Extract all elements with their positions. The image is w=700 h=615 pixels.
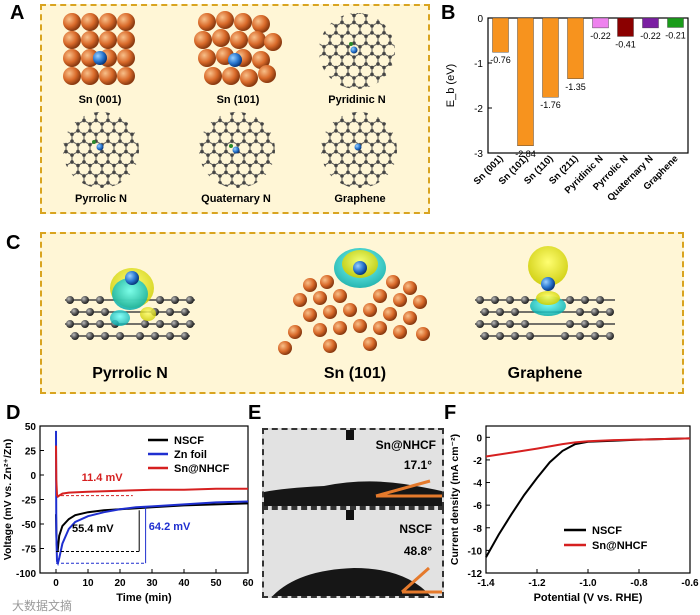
- panel-label-d: D: [6, 402, 21, 424]
- chart-b-bar-6: [642, 17, 659, 29]
- chart-f-ytick-label-5: -10: [468, 546, 483, 557]
- chart-d-xtick-label-0: 0: [53, 578, 59, 589]
- caption-quaternary-n: Quaternary N: [201, 193, 271, 205]
- chart-f-xtick-label-1: -1.2: [528, 578, 546, 589]
- chart-b-ytick-label-0: 0: [477, 14, 483, 25]
- chart-f-legend-label-1: Sn@NHCF: [592, 540, 648, 552]
- chart-d-xtick-label-5: 50: [210, 578, 222, 589]
- chart-b-bar-3: [567, 17, 584, 79]
- chart-d-voltage-time: 0 10 20 30 40 50 60 50 25 0 -25 -50 -75 -100 Time (min…: [2, 422, 254, 604]
- chart-f-xtick-label-4: -0.6: [681, 578, 699, 589]
- chart-d-annotation-2: 64.2 mV: [149, 521, 191, 533]
- chart-f-ylabel: Current density (mA cm⁻²): [449, 434, 461, 565]
- caption-sn101: Sn (101): [216, 94, 260, 106]
- structure-sn101: [194, 11, 282, 87]
- structure-c-graphene: [475, 246, 615, 340]
- structure-graphene: [321, 112, 397, 188]
- chart-b-bar-4: [592, 17, 609, 29]
- chart-d-series-sn-nhcf: [55, 445, 248, 499]
- chart-b-binding-energy: 0 -1 -2 -3 E_b (eV) -0.76 -2.84 -1.76 -1.35 -0.22…: [445, 14, 689, 204]
- chart-b-value-label-1: -2.84: [515, 149, 536, 159]
- structure-pyrrolic-n: [63, 112, 139, 188]
- panel-label-c: C: [6, 232, 21, 254]
- chart-d-xlabel: Time (min): [116, 592, 172, 604]
- chart-b-ytick-label-2: -2: [474, 104, 483, 115]
- chart-d-annotation-0: 11.4 mV: [82, 472, 124, 484]
- chart-d-ytick-label-5: -75: [22, 545, 37, 556]
- caption-graphene: Graphene: [334, 193, 386, 205]
- chart-b-value-label-6: -0.22: [640, 31, 661, 41]
- chart-d-ytick-label-0: 50: [25, 422, 37, 433]
- chart-f-series-sn-nhcf: [485, 437, 691, 458]
- chart-f-xlabel: Potential (V vs. RHE): [534, 592, 643, 604]
- chart-d-ytick-label-2: 0: [30, 471, 36, 482]
- chart-b-frame: [487, 17, 689, 154]
- chart-b-value-label-7: -0.21: [665, 30, 686, 40]
- chart-b-bar-2: [542, 17, 559, 98]
- nscf-image-label: NSCF: [399, 522, 432, 536]
- structure-c-sn101: [278, 248, 430, 355]
- chart-d-legend-label-1: Zn foil: [174, 449, 207, 461]
- chart-b-value-label-5: -0.41: [615, 39, 636, 49]
- panel-label-a: A: [10, 2, 25, 24]
- caption-sn001: Sn (001): [78, 94, 122, 106]
- chart-b-ylabel: E_b (eV): [445, 64, 457, 107]
- chart-b-bar-7: [667, 17, 684, 28]
- chart-f-legend-label-0: NSCF: [592, 525, 622, 537]
- chart-b-value-label-3: -1.35: [565, 82, 586, 92]
- chart-b-value-label-4: -0.22: [590, 31, 611, 41]
- structure-quaternary-n: [199, 112, 275, 188]
- chart-d-xtick-label-6: 60: [242, 578, 254, 589]
- contact-angle-image-nscf: NSCF 48.8°: [262, 508, 444, 598]
- sn-nhcf-contact-angle: 17.1°: [403, 458, 432, 472]
- chart-d-xtick-label-3: 30: [146, 578, 158, 589]
- chart-d-series-zn-foil: [55, 430, 249, 567]
- caption-c-graphene: Graphene: [507, 365, 583, 382]
- panel-label-b: B: [441, 2, 456, 24]
- structure-pyridinic-n: [319, 13, 395, 89]
- caption-c-sn101: Sn (101): [323, 365, 387, 382]
- contact-angle-image-sn-nhcf: Sn@NHCF 17.1°: [262, 428, 444, 508]
- chart-f-ytick-label-3: -6: [473, 501, 482, 512]
- chart-b-value-label-2: -1.76: [540, 100, 561, 110]
- chart-f-ytick-label-6: -12: [468, 569, 483, 580]
- caption-pyrrolic-n: Pyrrolic N: [75, 193, 127, 205]
- chart-d-xtick-label-4: 40: [178, 578, 190, 589]
- caption-c-pyrrolic-n: Pyrrolic N: [92, 365, 168, 382]
- chart-d-ytick-label-6: -100: [16, 569, 36, 580]
- chart-d-xtick-label-1: 10: [82, 578, 94, 589]
- watermark: 大数据文摘: [12, 599, 73, 613]
- chart-f-ytick-label-4: -8: [473, 524, 482, 535]
- chart-f-series-nscf: [485, 437, 691, 558]
- chart-b-value-label-0: -0.76: [490, 55, 511, 65]
- chart-b-ytick-label-1: -1: [474, 59, 483, 70]
- chart-d-ytick-label-3: -25: [22, 496, 37, 507]
- structure-sn001: [63, 13, 135, 85]
- sn-nhcf-image-label: Sn@NHCF: [375, 438, 436, 452]
- chart-d-annotation-1: 55.4 mV: [72, 523, 114, 535]
- caption-pyridinic-n: Pyridinic N: [328, 94, 386, 106]
- chart-d-ytick-label-1: 25: [25, 447, 37, 458]
- chart-f-xtick-label-3: -0.8: [630, 578, 648, 589]
- chart-f-frame: [485, 425, 691, 574]
- chart-b-bar-5: [617, 17, 634, 37]
- chart-f-lsv: -1.4 -1.2 -1.0 -0.8 -0.6 0 -2 -4 -6 -8 -10 -12 Poten…: [449, 425, 699, 604]
- panel-label-f: F: [444, 402, 457, 424]
- structure-c-pyrrolic-n: [65, 268, 195, 340]
- chart-f-xtick-label-0: -1.4: [477, 578, 495, 589]
- chart-f-ytick-label-2: -4: [473, 479, 482, 490]
- chart-b-bar-1: [517, 17, 534, 147]
- chart-d-legend-label-0: NSCF: [174, 435, 204, 447]
- panel-label-e: E: [248, 402, 262, 424]
- nscf-contact-angle: 48.8°: [403, 544, 432, 558]
- chart-f-ytick-label-0: 0: [476, 433, 482, 444]
- chart-f-xtick-label-2: -1.0: [579, 578, 597, 589]
- chart-d-ylabel: Voltage (mV vs. Zn²⁺/Zn): [2, 439, 14, 560]
- chart-b-ytick-label-3: -3: [474, 149, 483, 160]
- chart-d-legend-label-2: Sn@NHCF: [174, 463, 230, 475]
- chart-d-xtick-label-2: 20: [114, 578, 126, 589]
- chart-b-bar-0: [492, 17, 509, 53]
- chart-d-ytick-label-4: -50: [22, 520, 37, 531]
- chart-f-ytick-label-1: -2: [473, 456, 482, 467]
